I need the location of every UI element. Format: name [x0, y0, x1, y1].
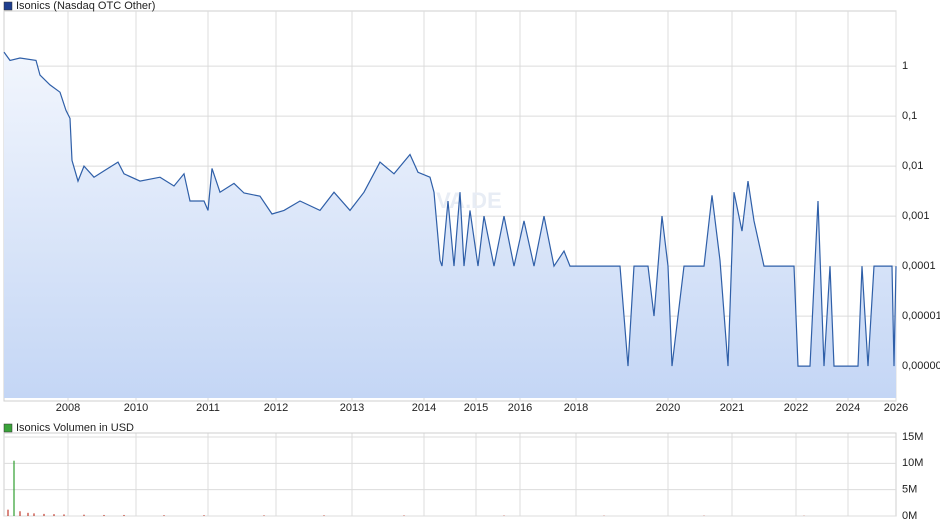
y-tick-label: 0,01	[902, 160, 923, 172]
volume-bar	[263, 515, 265, 516]
volume-bar	[163, 515, 165, 516]
volume-bar	[83, 514, 85, 516]
x-tick-label: 2011	[196, 402, 220, 414]
y-tick-label: 0,001	[902, 210, 930, 222]
x-tick-label: 2008	[56, 402, 80, 414]
plot-frame	[3, 432, 897, 517]
x-tick-label: 2015	[464, 402, 488, 414]
volume-bar	[63, 514, 65, 516]
y-tick-label: 5M	[902, 484, 917, 496]
y-tick-label: 0,00001	[902, 310, 940, 322]
volume-bar	[53, 514, 55, 516]
y-tick-label: 10M	[902, 457, 923, 469]
x-tick-label: 2012	[264, 402, 288, 414]
y-tick-label: 0M	[902, 510, 917, 522]
x-tick-label: 2010	[124, 402, 148, 414]
legend-label: Isonics Volumen in USD	[16, 422, 134, 434]
volume-bar	[7, 509, 9, 516]
x-tick-label: 2022	[784, 402, 808, 414]
y-tick-label: 15M	[902, 431, 923, 443]
legend-label: Isonics (Nasdaq OTC Other)	[16, 0, 155, 12]
y-tick-label: 0,0001	[902, 260, 936, 272]
volume-bar	[13, 460, 15, 516]
x-tick-label: 2020	[656, 402, 680, 414]
volume-bar	[403, 515, 405, 516]
volume-bar	[323, 515, 325, 516]
x-tick-label: 2014	[412, 402, 436, 414]
price-line	[3, 51, 897, 367]
legend-swatch	[3, 1, 13, 11]
x-tick-label: 2026	[884, 402, 908, 414]
x-tick-label: 2013	[340, 402, 364, 414]
x-tick-label: 2016	[508, 402, 532, 414]
x-tick-label: 2021	[720, 402, 744, 414]
volume-bar	[103, 514, 105, 516]
x-tick-label: 2024	[836, 402, 860, 414]
volume-bar	[19, 511, 21, 516]
x-tick-label: 2018	[564, 402, 588, 414]
y-tick-label: 0,1	[902, 110, 917, 122]
legend-swatch	[3, 423, 13, 433]
volume-bar	[43, 513, 45, 516]
volume-bar	[27, 512, 29, 516]
volume-bar	[203, 515, 205, 516]
y-tick-label: 0,00000	[902, 360, 940, 372]
volume-bar	[33, 513, 35, 516]
y-tick-label: 1	[902, 60, 908, 72]
volume-bar	[123, 514, 125, 516]
